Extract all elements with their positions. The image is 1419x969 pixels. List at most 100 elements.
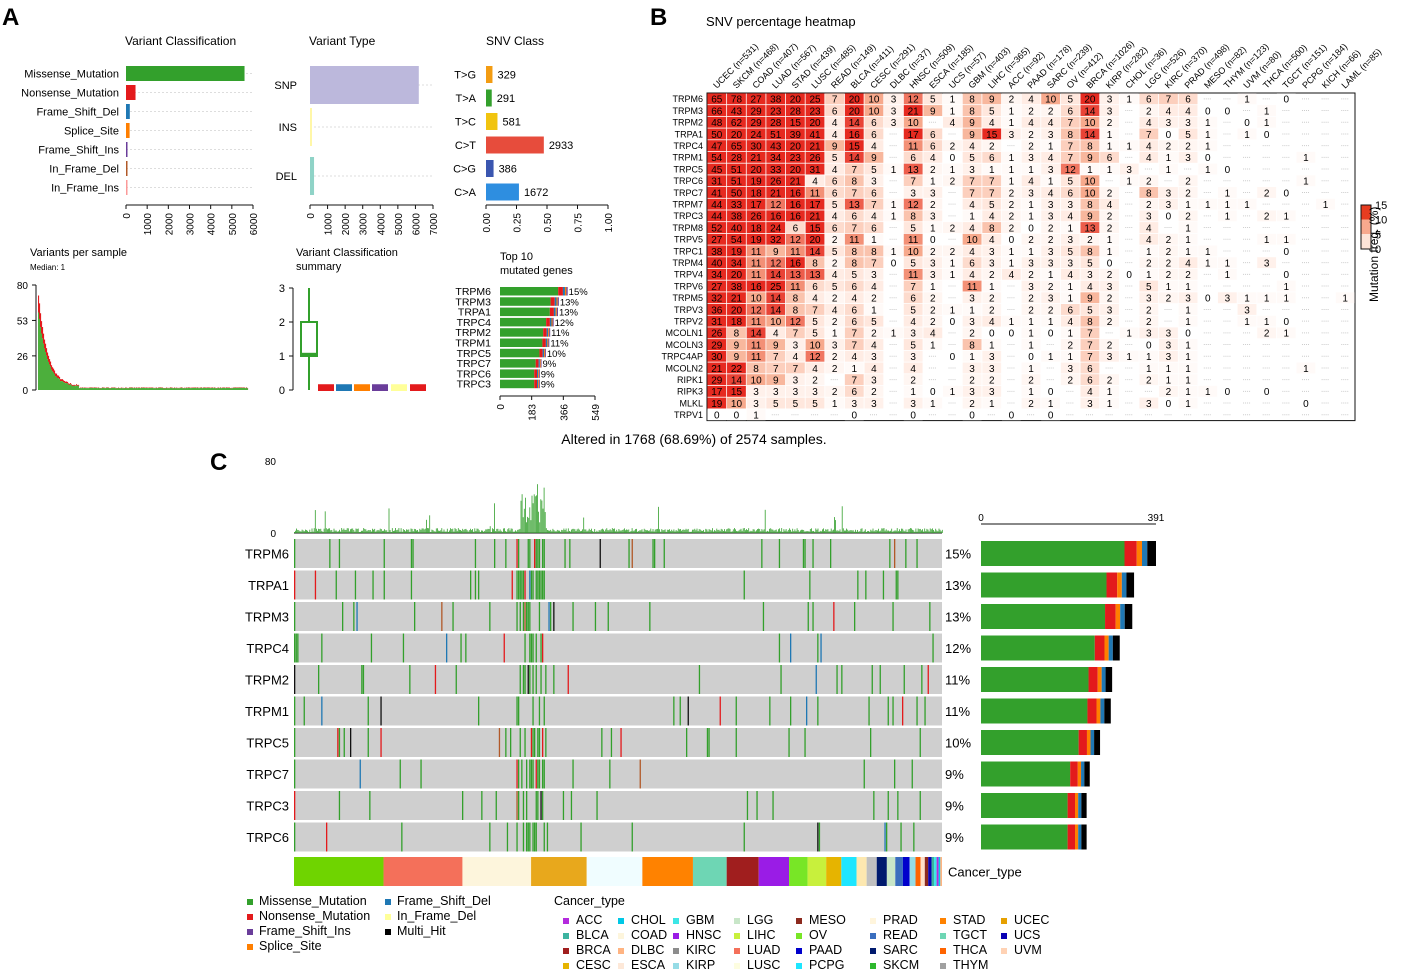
heatmap-cell bbox=[727, 292, 746, 304]
tmb-bar bbox=[914, 531, 916, 533]
cell-label: 48 bbox=[711, 118, 723, 129]
tmb-bar bbox=[863, 530, 865, 533]
heatmap-cell bbox=[785, 210, 805, 222]
oncoplot-row-bg bbox=[294, 696, 942, 726]
heatmap-cell bbox=[903, 163, 923, 175]
cell-label: 0 bbox=[1009, 329, 1015, 340]
mutation-cell bbox=[649, 602, 651, 631]
heatmap-cell bbox=[982, 268, 1002, 280]
tick-label: Nonsense_Mutation bbox=[21, 88, 119, 100]
heatmap-cell bbox=[1001, 198, 1021, 210]
heatmap-cell bbox=[805, 292, 825, 304]
mutation-cell bbox=[778, 633, 781, 663]
heatmap-cell bbox=[923, 222, 943, 233]
cell-label: 1 bbox=[1166, 376, 1172, 387]
tmb-bar bbox=[919, 528, 921, 533]
cell-label: 4 bbox=[1067, 212, 1073, 223]
cell-label: 4 bbox=[871, 340, 877, 351]
legend-swatch bbox=[563, 933, 569, 939]
tmb-bar bbox=[647, 530, 648, 533]
tmb-bar bbox=[375, 531, 377, 533]
tmb-bar bbox=[573, 528, 575, 533]
heatmap-cell bbox=[864, 397, 884, 409]
sample-bar-missense bbox=[125, 387, 127, 390]
mutation-cell bbox=[743, 822, 745, 852]
mutation-cell bbox=[535, 791, 537, 820]
tmb-bar bbox=[872, 528, 874, 533]
sample-bar-missense bbox=[152, 387, 154, 390]
cell-label: 4 bbox=[871, 212, 877, 223]
bar-segment bbox=[543, 328, 547, 337]
heatmap-cell bbox=[864, 315, 884, 327]
tmb-bar bbox=[646, 530, 647, 533]
tmb-bar bbox=[419, 528, 421, 533]
tmb-bar bbox=[735, 529, 736, 533]
heatmap-cell bbox=[1100, 304, 1119, 315]
heatmap-cell bbox=[825, 116, 845, 128]
data-label: 9% bbox=[541, 369, 555, 380]
sample-bar-missense bbox=[166, 387, 168, 390]
tmb-bar bbox=[635, 529, 636, 533]
cell-label: 32 bbox=[770, 235, 782, 246]
mutation-cell bbox=[535, 570, 537, 600]
heatmap-cell bbox=[1060, 198, 1080, 210]
mutation-cell bbox=[506, 822, 509, 852]
colorbar-segment bbox=[1361, 205, 1371, 220]
heatmap-cell bbox=[805, 222, 825, 233]
cell-label: 4 bbox=[1146, 142, 1152, 153]
bar bbox=[310, 108, 312, 146]
cell-label: 5 bbox=[773, 399, 779, 410]
tmb-bar bbox=[366, 531, 368, 533]
tmb-bar bbox=[619, 530, 621, 533]
sample-bar-nonsense bbox=[53, 368, 55, 373]
gene-label: TRPA1 bbox=[248, 578, 289, 593]
tick-label: 0 bbox=[22, 386, 28, 397]
heatmap-cell bbox=[1139, 280, 1159, 292]
cell-label: 9 bbox=[773, 340, 779, 351]
tmb-bar bbox=[461, 530, 462, 533]
cell-label: 7 bbox=[793, 364, 799, 375]
cancer-segment bbox=[383, 857, 463, 886]
heatmap-cell bbox=[727, 327, 746, 339]
mutation-cell bbox=[735, 696, 737, 726]
heatmap-cell bbox=[766, 315, 786, 327]
heatmap-cell bbox=[766, 198, 786, 210]
heatmap-cell bbox=[962, 327, 982, 339]
mutation-cell bbox=[335, 570, 337, 600]
bar bbox=[486, 66, 493, 83]
tmb-bar bbox=[338, 531, 339, 533]
heatmap-cell bbox=[864, 350, 884, 362]
tmb-bar bbox=[798, 531, 800, 533]
sample-bar-nonsense bbox=[69, 383, 71, 385]
sample-bar-missense bbox=[74, 385, 76, 390]
tmb-bar bbox=[800, 530, 801, 533]
heatmap-cell bbox=[785, 128, 805, 140]
legend-swatch bbox=[563, 918, 569, 924]
legend-label: CHOL bbox=[631, 913, 666, 927]
cell-label: 11 bbox=[751, 340, 762, 351]
tmb-bar bbox=[785, 529, 787, 533]
mutation-cell bbox=[337, 728, 339, 757]
heatmap-cell bbox=[825, 304, 845, 315]
gene-label: TRPC3 bbox=[246, 799, 289, 814]
mutation-cell bbox=[610, 728, 613, 757]
tmb-bar bbox=[559, 530, 560, 533]
heatmap-cell bbox=[1198, 257, 1218, 269]
heatmap-cell bbox=[864, 198, 884, 210]
cell-label: 0 bbox=[969, 411, 975, 422]
cell-label: 6 bbox=[851, 305, 857, 316]
heatmap-cell bbox=[1139, 327, 1159, 339]
heatmap-cell bbox=[923, 257, 943, 269]
heatmap-cell bbox=[1021, 233, 1041, 245]
tmb-bar bbox=[829, 531, 831, 533]
cell-label: 12 bbox=[770, 200, 782, 211]
heatmap-cell bbox=[844, 210, 864, 222]
sample-bar-missense bbox=[228, 387, 230, 390]
tmb-bar bbox=[871, 530, 873, 533]
tmb-bar bbox=[416, 530, 417, 533]
heatmap-cell bbox=[1041, 222, 1061, 233]
tmb-bar bbox=[311, 528, 313, 533]
tmb-bar bbox=[839, 529, 841, 533]
tmb-bar bbox=[705, 528, 707, 533]
